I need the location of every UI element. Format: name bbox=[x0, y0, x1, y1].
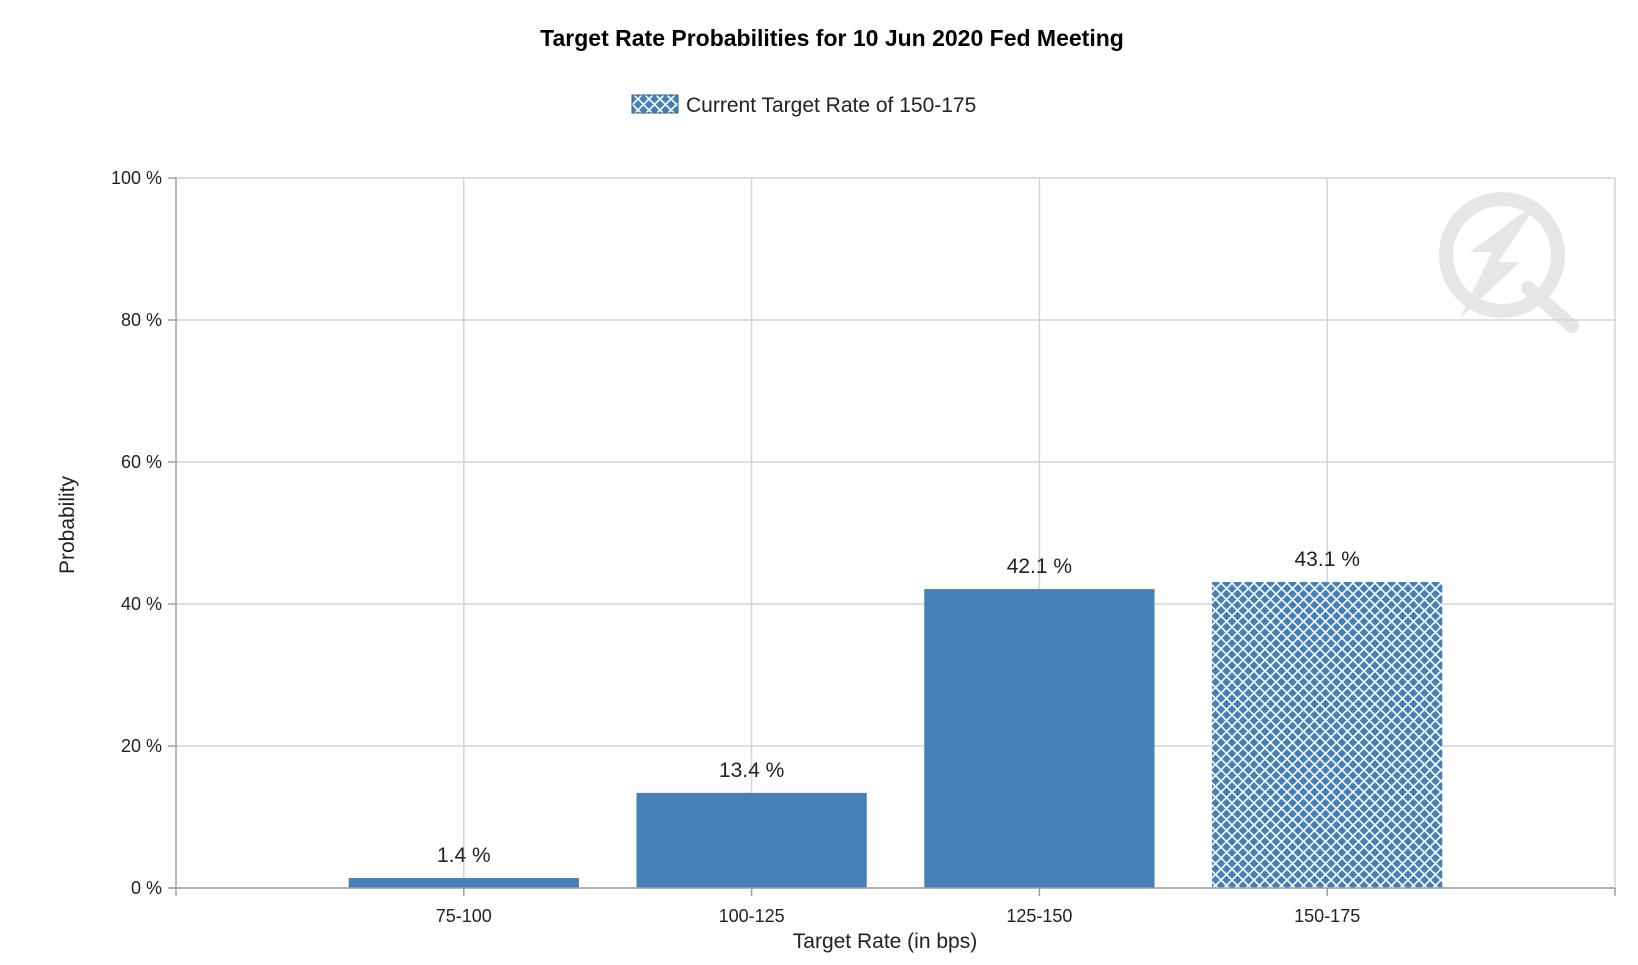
x-tick-label: 125-150 bbox=[1006, 906, 1072, 926]
chart-title: Target Rate Probabilities for 10 Jun 202… bbox=[540, 25, 1124, 51]
y-tick-label: 80 % bbox=[121, 310, 162, 330]
x-tick-label: 150-175 bbox=[1294, 906, 1360, 926]
bar bbox=[1212, 581, 1443, 888]
x-axis: 75-100 100-125 125-150 150-175 bbox=[168, 887, 1616, 926]
bar bbox=[924, 589, 1155, 888]
y-tick-label: 20 % bbox=[121, 736, 162, 756]
y-tick-label: 40 % bbox=[121, 594, 162, 614]
y-tick-label: 60 % bbox=[121, 452, 162, 472]
y-tick-label: 100 % bbox=[111, 168, 162, 188]
legend: Current Target Rate of 150-175 bbox=[631, 94, 976, 117]
bar-data-label: 43.1 % bbox=[1295, 548, 1360, 571]
bar bbox=[636, 792, 867, 888]
bar-data-label: 13.4 % bbox=[719, 759, 784, 782]
x-tick-label: 75-100 bbox=[436, 906, 492, 926]
x-tick-label: 100-125 bbox=[719, 906, 785, 926]
legend-swatch bbox=[631, 94, 679, 114]
x-axis-label: Target Rate (in bps) bbox=[793, 930, 977, 953]
bar bbox=[348, 878, 579, 888]
legend-label: Current Target Rate of 150-175 bbox=[686, 94, 976, 117]
y-axis: 0 % 20 % 40 % 60 % 80 % 100 % bbox=[111, 168, 177, 898]
watermark bbox=[1439, 192, 1579, 333]
bars bbox=[348, 581, 1443, 888]
quikstrike-logo-icon bbox=[1439, 192, 1579, 333]
y-tick-label: 0 % bbox=[131, 878, 162, 898]
bar-data-label: 42.1 % bbox=[1007, 555, 1072, 578]
data-labels: 1.4 % 13.4 % 42.1 % 43.1 % bbox=[437, 548, 1360, 867]
bar-data-label: 1.4 % bbox=[437, 844, 491, 867]
y-axis-label: Probability bbox=[56, 475, 79, 574]
